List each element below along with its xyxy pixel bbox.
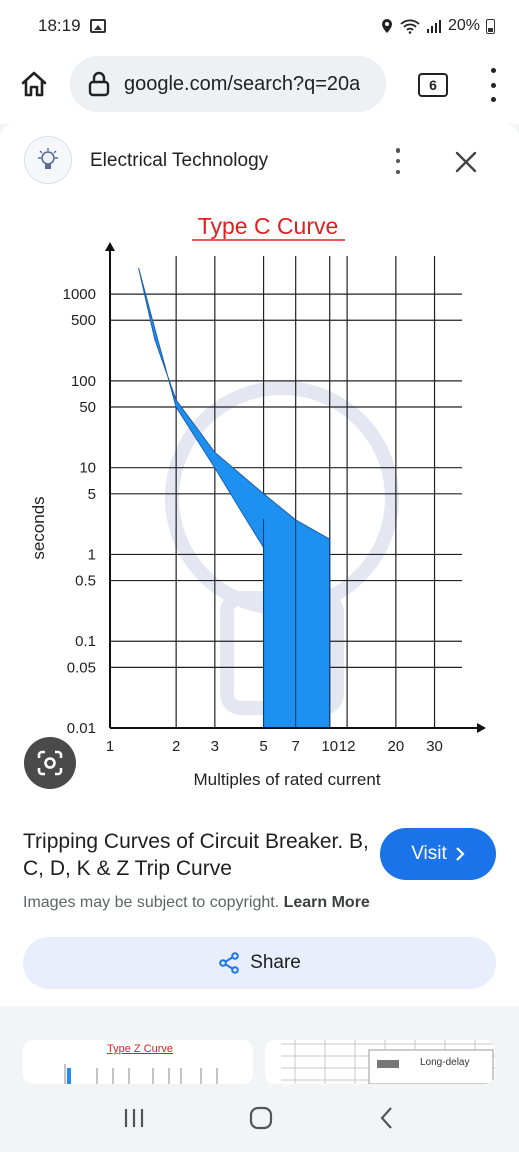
url-bar[interactable]: google.com/search?q=20a	[70, 56, 386, 112]
recent-apps-icon[interactable]	[121, 1106, 147, 1130]
dot-icon	[395, 169, 401, 174]
x-tick-label: 2	[172, 738, 180, 755]
battery-percent: 20%	[447, 17, 480, 34]
lock-icon	[88, 71, 110, 97]
dot-icon	[490, 82, 496, 88]
share-label: Share	[250, 952, 301, 973]
battery-icon	[486, 18, 495, 34]
y-axis-arrow	[105, 242, 115, 251]
visit-label: Visit	[411, 843, 447, 864]
learn-more-link[interactable]: Learn More	[283, 894, 370, 911]
status-bar: 18:19 20%	[0, 0, 519, 52]
x-tick-label: 10	[321, 738, 338, 755]
related-image-1[interactable]: Type Z Curve	[23, 1040, 253, 1084]
y-axis-label: seconds	[29, 496, 48, 559]
x-tick-label: 30	[426, 738, 443, 755]
system-navigation-bar	[0, 1084, 519, 1152]
y-tick-label: 0.5	[75, 573, 96, 590]
image-viewer-sheet: Electrical Technology 0.01 0.05 0.1 0.5 1 5 10…	[0, 124, 519, 1084]
y-tick-label: 500	[71, 312, 96, 329]
y-tick-label: 1	[88, 546, 96, 563]
x-tick-label: 7	[292, 738, 300, 755]
home-icon	[21, 71, 47, 97]
chart-title: Type C Curve	[198, 213, 339, 239]
copyright-text: Images may be subject to copyright.	[23, 894, 280, 911]
url-text: google.com/search?q=20a	[124, 72, 361, 95]
visit-button[interactable]: Visit	[380, 828, 496, 880]
dot-icon	[490, 97, 496, 102]
y-tick-label: 0.05	[67, 659, 96, 676]
source-row: Electrical Technology	[0, 136, 519, 186]
share-icon	[219, 952, 239, 974]
dot-icon	[395, 148, 401, 153]
lens-icon	[37, 750, 63, 776]
related-chart-thumbnail	[64, 1064, 218, 1084]
x-tick-label: 3	[211, 738, 219, 755]
wifi-icon	[400, 19, 420, 34]
browser-menu-button[interactable]	[488, 68, 498, 102]
signal-icon	[426, 20, 441, 33]
x-tick-label: 12	[339, 738, 356, 755]
y-tick-label: 0.01	[67, 720, 96, 737]
y-tick-label: 50	[79, 399, 96, 416]
y-tick-label: 1000	[63, 286, 96, 303]
status-indicators: 20%	[380, 17, 495, 35]
related-image-2[interactable]: Long-delay	[265, 1040, 495, 1084]
browser-toolbar: google.com/search?q=20a 6	[0, 54, 519, 116]
result-title[interactable]: Tripping Curves of Circuit Breaker. B, C…	[23, 830, 369, 880]
source-more-button[interactable]	[394, 148, 402, 174]
source-logo-icon[interactable]	[24, 136, 72, 184]
tab-switcher-button[interactable]: 6	[418, 73, 448, 97]
x-axis-arrow	[477, 723, 486, 733]
result-image[interactable]: 0.01 0.05 0.1 0.5 1 5 10 50 100 500 1000 1 2 3 5 7 10 12 2…	[12, 198, 506, 810]
home-nav-icon[interactable]	[248, 1105, 274, 1131]
related-image-2-label: Long-delay	[420, 1057, 470, 1068]
dot-icon	[490, 68, 496, 73]
copyright-notice: Images may be subject to copyright. Lear…	[23, 894, 370, 912]
source-name[interactable]: Electrical Technology	[90, 150, 269, 171]
y-tick-label: 100	[71, 373, 96, 390]
x-tick-label: 1	[106, 738, 114, 755]
dot-icon	[395, 158, 401, 164]
y-tick-label: 0.1	[75, 633, 96, 650]
image-card: Electrical Technology 0.01 0.05 0.1 0.5 1 5 10…	[0, 124, 519, 1006]
back-icon[interactable]	[376, 1105, 398, 1131]
location-icon	[381, 19, 392, 33]
chevron-right-icon	[456, 847, 465, 861]
related-image-1-title: Type Z Curve	[107, 1043, 174, 1055]
home-button[interactable]	[16, 66, 52, 102]
related-chart-thumbnail	[281, 1040, 495, 1084]
x-tick-label: 5	[259, 738, 267, 755]
x-tick-label: 20	[388, 738, 405, 755]
y-tick-label: 10	[79, 460, 96, 477]
close-icon[interactable]	[454, 150, 478, 174]
y-tick-label: 5	[88, 486, 96, 503]
status-time: 18:19	[38, 16, 81, 35]
share-button[interactable]: Share	[23, 937, 496, 989]
gallery-icon	[89, 19, 106, 33]
lens-search-button[interactable]	[24, 737, 76, 789]
x-axis-label: Multiples of rated current	[193, 770, 380, 789]
